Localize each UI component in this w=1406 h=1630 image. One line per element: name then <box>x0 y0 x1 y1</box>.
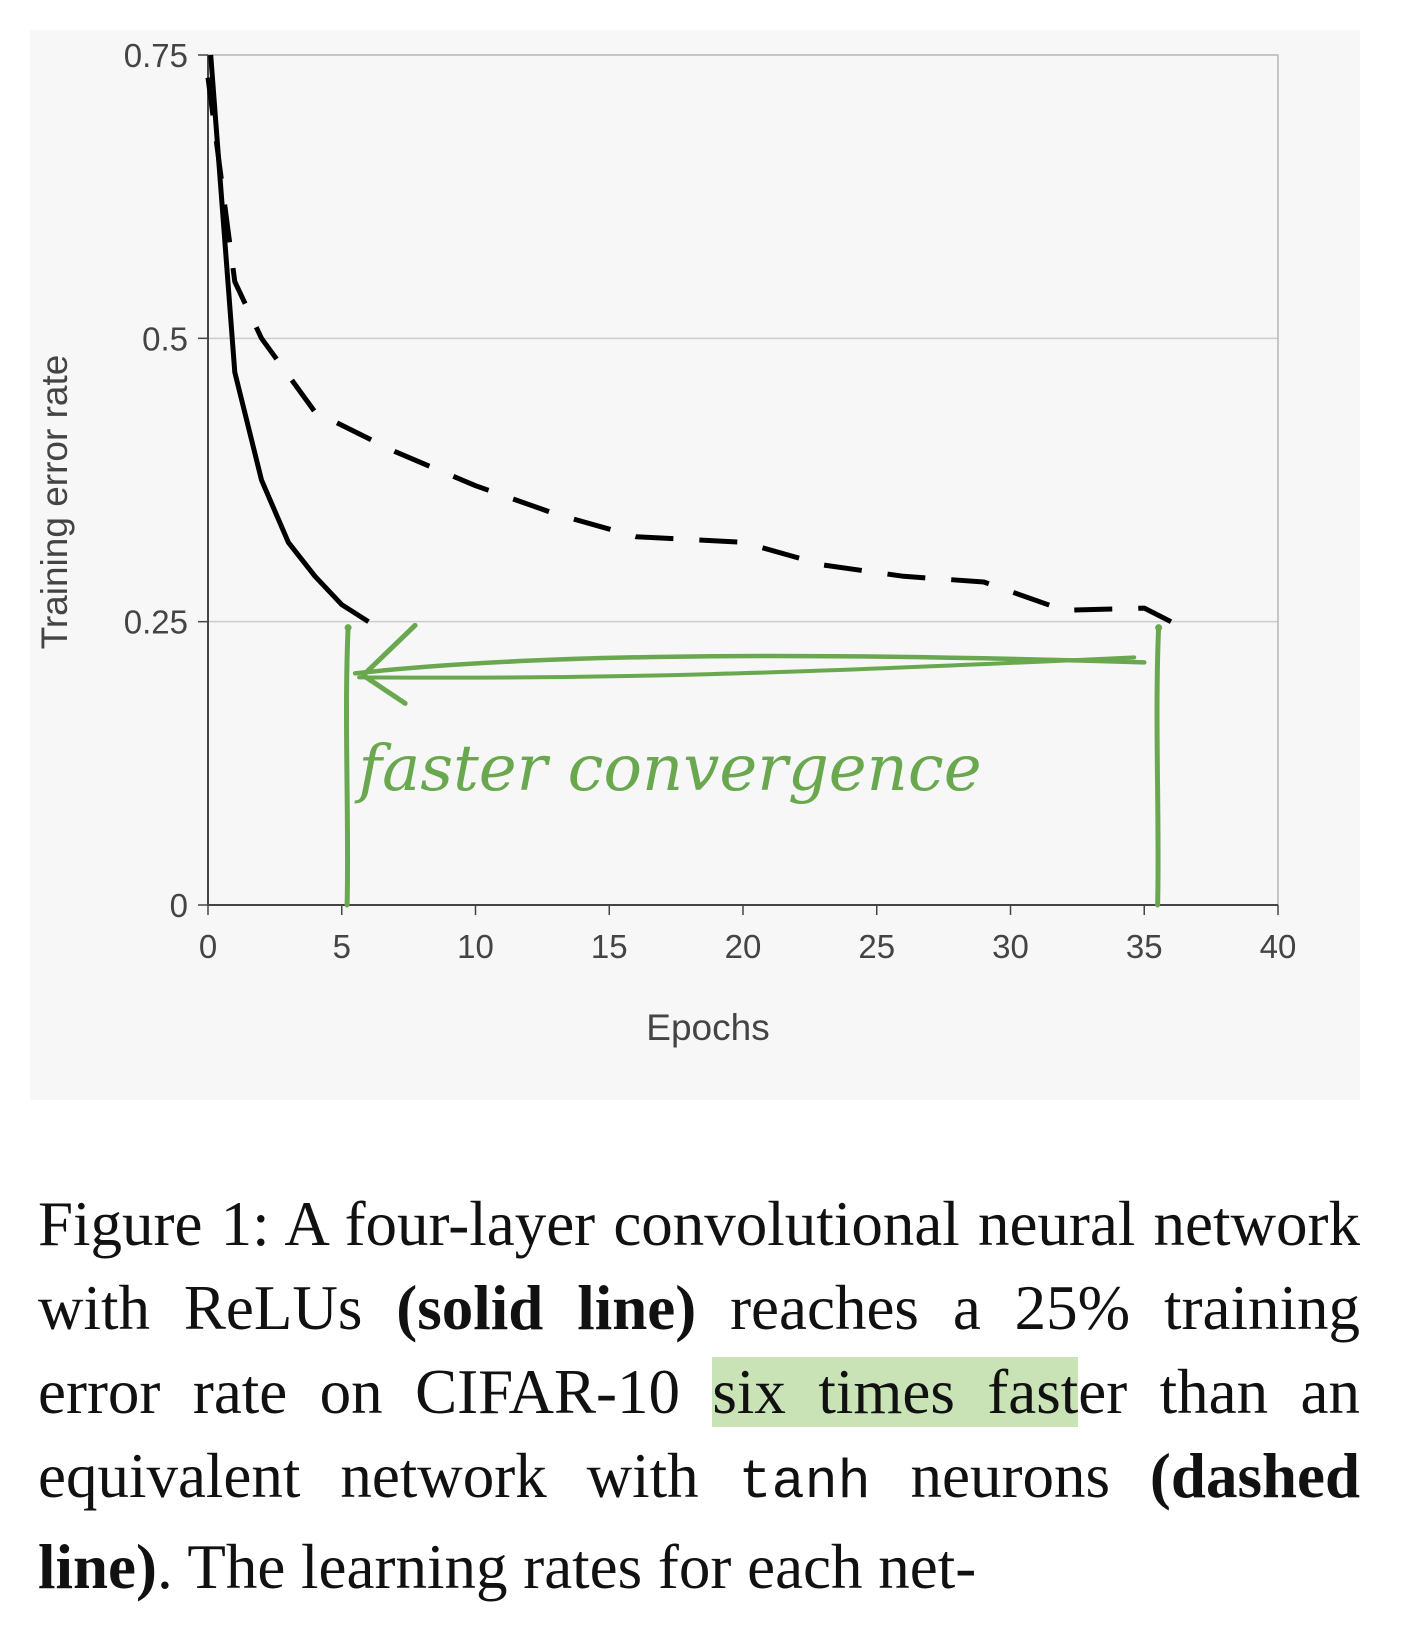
y-tick-label: 0.25 <box>124 604 188 641</box>
annotation-arrowhead <box>360 622 418 706</box>
y-tick-label: 0.75 <box>124 37 188 74</box>
line-chart: 0 0.25 0.5 0.75 0 5 10 15 20 25 30 35 40 faster conv… <box>34 37 1297 1048</box>
y-axis-label: Training error rate <box>34 355 75 650</box>
series-tanh-dashed-line <box>205 77 1173 624</box>
gridlines <box>208 337 1278 623</box>
x-tick-label: 5 <box>333 928 351 965</box>
annotation-arrow-shaft-2 <box>357 655 1137 680</box>
x-tick-label: 25 <box>858 928 895 965</box>
annotation-text: faster convergence <box>354 732 981 806</box>
axes: 0 0.25 0.5 0.75 0 5 10 15 20 25 30 35 40 <box>124 37 1297 965</box>
x-tick-label: 35 <box>1126 928 1163 965</box>
caption-text-5: . The learning rates for each net- <box>157 1532 977 1602</box>
caption-highlight: six times fast <box>712 1357 1079 1427</box>
caption-text-3: er than an equivalent network with <box>38 1357 1360 1511</box>
annotation-marker-dot <box>344 624 352 632</box>
caption-bold-dashed: (dashed line) <box>38 1441 1360 1602</box>
series <box>205 54 1173 624</box>
x-tick-label: 40 <box>1260 928 1297 965</box>
figure-caption: Figure 1: A four-layer convolutional neu… <box>38 1182 1360 1609</box>
x-tick-label: 30 <box>992 928 1029 965</box>
annotation-marker-line <box>343 624 351 908</box>
y-tick-label: 0.5 <box>142 320 188 357</box>
y-tick-label: 0 <box>170 887 188 924</box>
x-tick-label: 20 <box>725 928 762 965</box>
annotation-marker-line <box>1154 624 1162 908</box>
caption-text-1: A four-layer convolutional neural networ… <box>38 1189 1360 1343</box>
x-tick-label: 15 <box>591 928 628 965</box>
series-relu-solid-line <box>208 54 370 624</box>
caption-bold-solid: (solid line) <box>396 1273 697 1343</box>
annotation-arrow-shaft <box>352 653 1147 676</box>
annotation: faster convergence <box>343 622 1163 908</box>
caption-text-2: reaches a 25% training error rate on CIF… <box>38 1273 1360 1427</box>
annotation-marker-dot <box>1155 624 1163 632</box>
x-tick-label: 10 <box>457 928 494 965</box>
x-tick-label: 0 <box>199 928 217 965</box>
x-axis-label: Epochs <box>646 1007 769 1048</box>
caption-tanh: tanh <box>738 1451 871 1514</box>
caption-label: Figure 1: <box>38 1189 270 1259</box>
caption-text-4: neurons <box>870 1441 1150 1511</box>
chart-panel <box>30 30 1360 1100</box>
